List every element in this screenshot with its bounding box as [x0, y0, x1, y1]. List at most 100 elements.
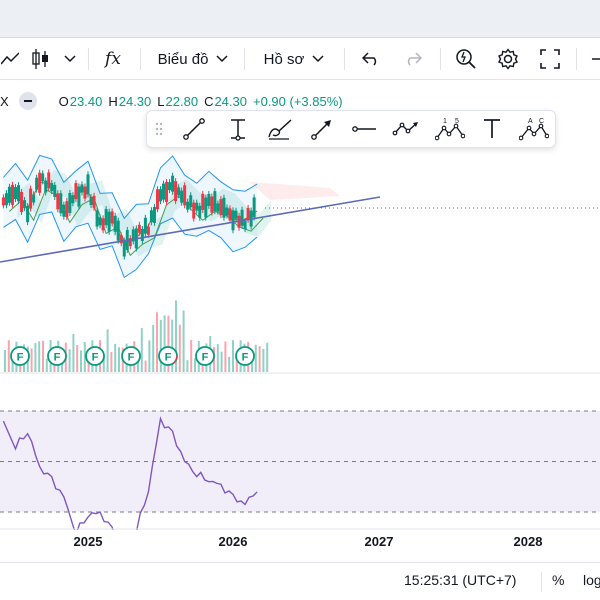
chevron-down-icon — [216, 55, 228, 63]
trend-line-tool-icon[interactable] — [175, 111, 213, 147]
candle-body — [222, 197, 226, 218]
volume-bar — [228, 356, 231, 372]
candle-body — [29, 188, 33, 209]
candle-body — [98, 217, 102, 226]
candle-body — [192, 202, 196, 219]
svg-text:C: C — [539, 118, 544, 125]
candle-body — [38, 172, 42, 193]
candle-body — [119, 235, 123, 244]
candle-body — [252, 197, 256, 218]
candle-body — [143, 217, 147, 234]
candle-body — [122, 240, 126, 257]
candle-body — [65, 201, 69, 218]
volume-bar — [167, 315, 170, 372]
volume-bar — [102, 357, 105, 372]
undo-icon[interactable] — [356, 38, 386, 80]
time-axis[interactable]: 2025 2026 2027 2028 — [0, 530, 600, 554]
chart-type-chevron-down-icon[interactable] — [58, 38, 82, 80]
settings-gear-icon[interactable] — [492, 38, 524, 80]
redo-icon[interactable] — [398, 38, 428, 80]
volume-bar — [7, 340, 10, 372]
profile-label: Hồ sơ — [263, 50, 305, 68]
indicators-fx-icon[interactable]: fx — [105, 49, 121, 69]
percent-toggle[interactable]: % — [552, 572, 565, 588]
candle-body — [4, 193, 8, 206]
candle-body — [80, 184, 84, 193]
rsi-line — [2, 416, 258, 530]
collapse-legend-minus-icon[interactable] — [18, 92, 37, 110]
fullscreen-icon[interactable] — [534, 38, 566, 80]
high-key: H — [108, 93, 118, 109]
ohlc-legend: X O 23.40 H 24.30 L 22.80 C 24.30 +0.90 (+3.… — [0, 90, 343, 112]
snapshot-icon-partial[interactable] — [586, 38, 600, 80]
volume-bar — [76, 344, 79, 372]
volume-bar — [224, 341, 227, 372]
candle-body — [89, 196, 93, 205]
volume-bar — [11, 356, 14, 372]
quick-search-icon[interactable] — [450, 38, 482, 80]
volume-bar — [254, 344, 257, 372]
path-tool-icon[interactable] — [387, 111, 425, 147]
earnings-event-label: F — [242, 352, 249, 364]
time-label-2026: 2026 — [218, 534, 248, 549]
candle-body — [50, 183, 54, 192]
candle-body — [186, 201, 190, 210]
time-label-2025: 2025 — [73, 534, 103, 549]
volume-bar — [182, 310, 185, 372]
earnings-event-marker — [47, 346, 67, 366]
earnings-event-marker — [235, 346, 255, 366]
bollinger-fill — [3, 155, 258, 278]
bollinger-upper — [3, 154, 258, 220]
line-chart-icon[interactable] — [0, 38, 20, 80]
candle-body — [7, 186, 11, 203]
text-tool-icon[interactable] — [473, 111, 511, 147]
clock-readout[interactable]: 15:25:31 (UTC+7) — [404, 572, 517, 588]
volume-bar — [159, 319, 162, 372]
volume-bar — [30, 348, 33, 372]
horizontal-ray-tool-icon[interactable] — [345, 111, 383, 147]
volume-bar — [45, 358, 48, 372]
candle-body — [201, 193, 205, 210]
candle-body — [95, 210, 99, 227]
candles-icon[interactable] — [28, 38, 54, 80]
candle-body — [47, 172, 51, 189]
volume-bar — [140, 328, 143, 372]
candle-body — [183, 185, 187, 206]
candle-body — [101, 218, 105, 231]
candle-body — [20, 191, 24, 212]
volume-bar — [83, 341, 86, 372]
volume-bar — [266, 342, 269, 372]
volume-bar — [216, 344, 219, 372]
volume-bar — [232, 340, 234, 372]
low-key: L — [157, 93, 165, 109]
candle-body — [243, 221, 247, 230]
vertical-range-tool-icon[interactable] — [219, 111, 257, 147]
close-value: 24.30 — [214, 93, 247, 109]
earnings-event-label: F — [165, 352, 172, 364]
candle-body — [168, 182, 172, 191]
volume-bar — [178, 324, 181, 372]
candle-body — [26, 206, 30, 223]
earnings-event-label: F — [17, 352, 24, 364]
candle-body — [1, 197, 5, 206]
volume-bar — [80, 350, 82, 372]
log-toggle[interactable]: log — [583, 572, 600, 588]
volume-bar — [87, 355, 90, 372]
chart-type-dropdown[interactable]: Biểu đồ — [150, 38, 236, 80]
volume-bar — [114, 343, 117, 372]
drag-handle-icon[interactable] — [147, 111, 171, 147]
time-label-2027: 2027 — [364, 534, 394, 549]
candle-body — [53, 184, 57, 197]
arrow-tool-icon[interactable] — [303, 111, 341, 147]
profile-dropdown[interactable]: Hồ sơ — [258, 38, 330, 80]
svg-text:5: 5 — [455, 118, 459, 125]
candle-body — [44, 180, 48, 193]
bollinger-lower — [3, 211, 258, 279]
candle-body — [177, 187, 181, 196]
candle-body — [171, 175, 175, 192]
brush-tool-icon[interactable] — [261, 111, 299, 147]
